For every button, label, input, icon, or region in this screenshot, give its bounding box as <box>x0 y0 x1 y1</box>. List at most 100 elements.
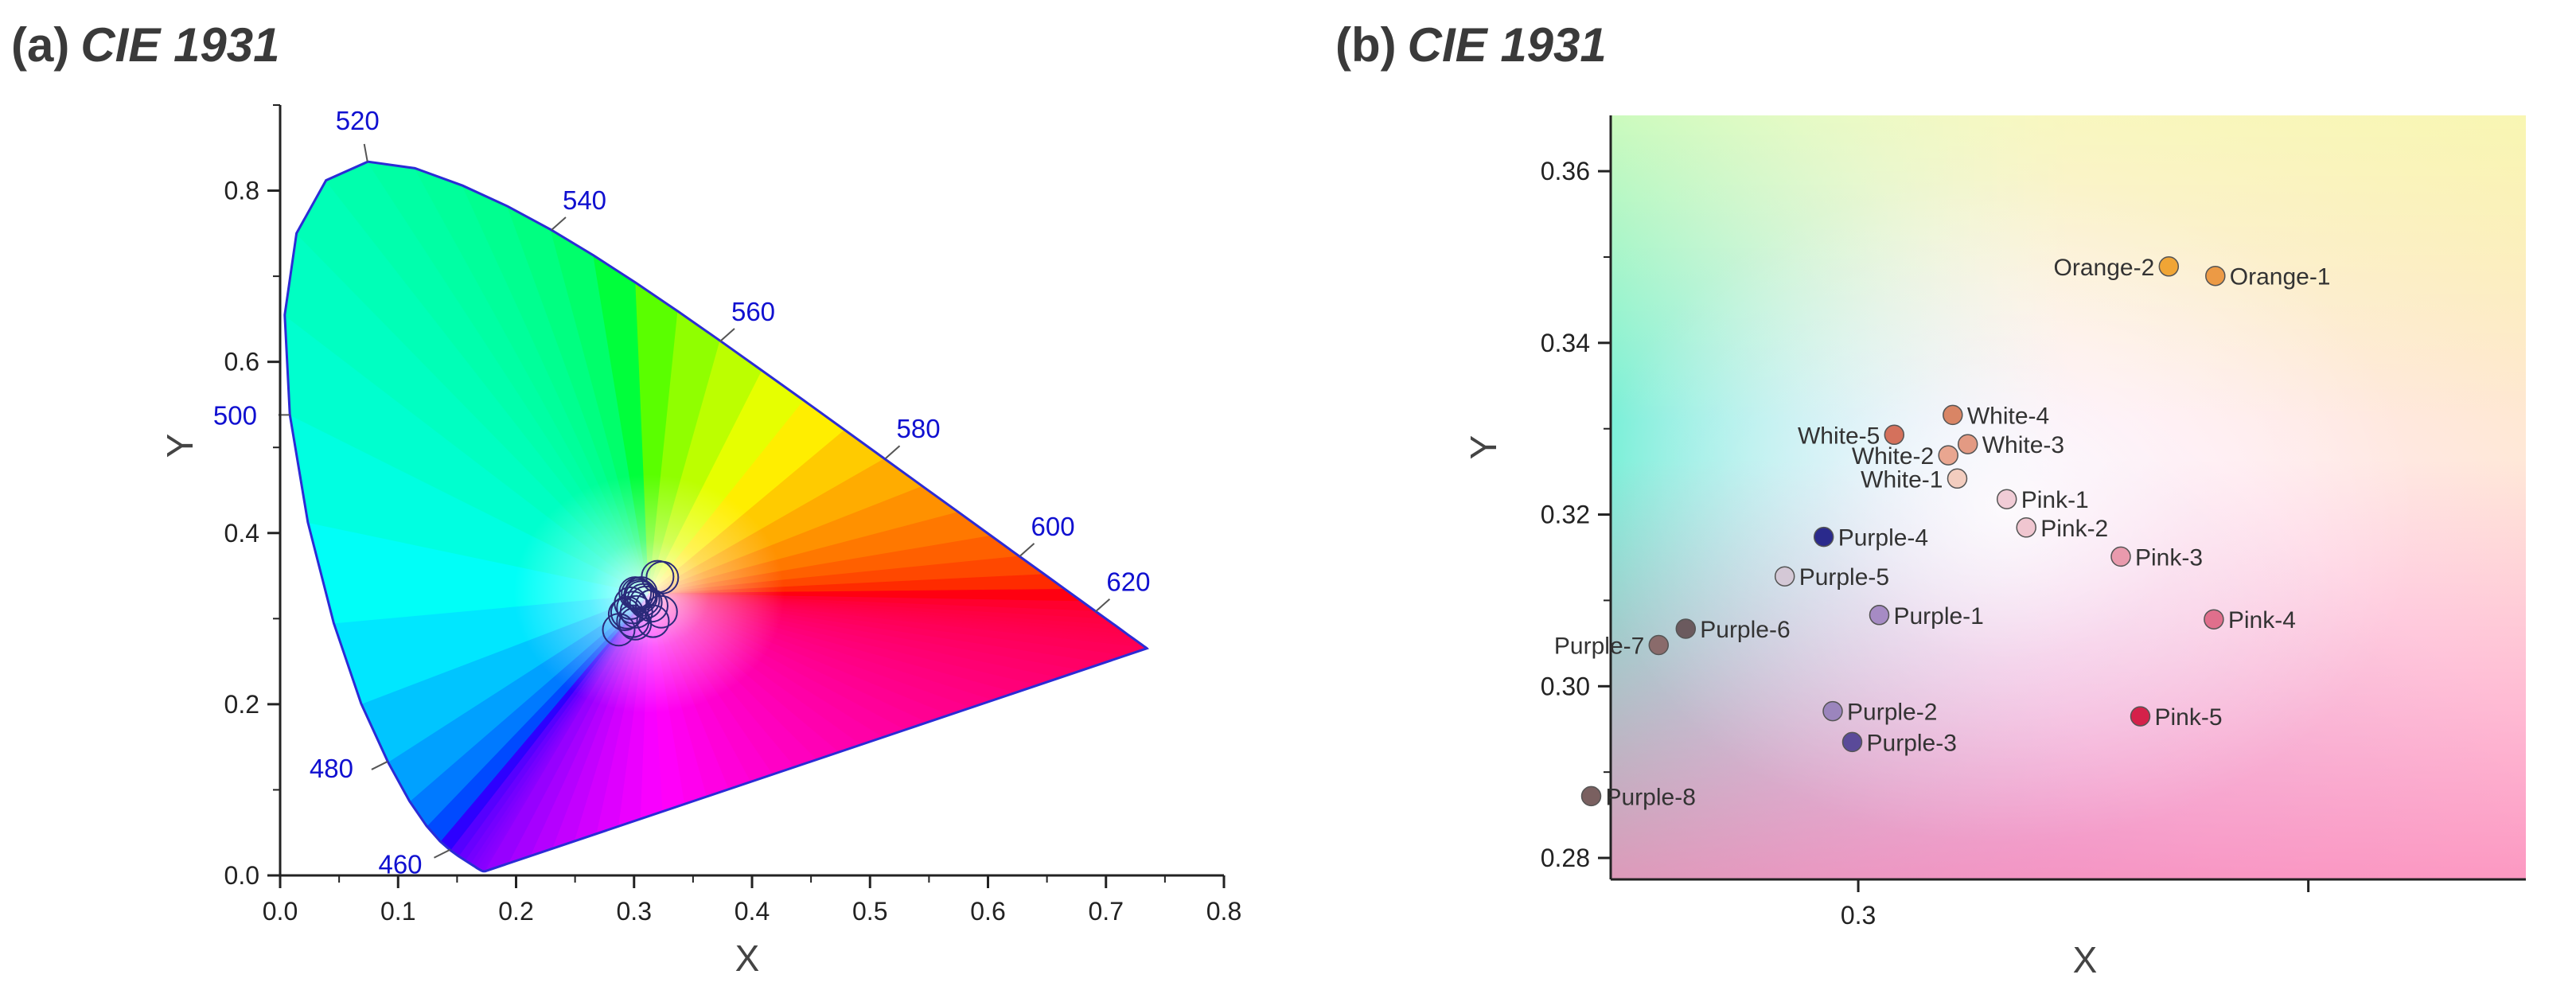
wavelength-leader-line <box>884 445 901 459</box>
y-tick-label: 0.2 <box>224 690 259 719</box>
data-point <box>1675 618 1697 639</box>
x-tick-label: 0.4 <box>735 897 770 926</box>
panel-b-title: (b) CIE 1931 <box>1335 18 1607 72</box>
wavelength-label: 620 <box>1106 567 1150 597</box>
wavelength-label: 480 <box>310 754 353 783</box>
wavelength-label: 540 <box>563 185 606 215</box>
wavelength-label: 500 <box>213 400 257 430</box>
x-tick-label: 0.8 <box>1206 897 1241 926</box>
point-label: Purple-5 <box>1799 564 1889 591</box>
data-point <box>2130 706 2151 727</box>
point-label: Pink-3 <box>2135 544 2203 571</box>
data-point <box>1884 424 1905 446</box>
spectral-locus-outline <box>283 160 1149 873</box>
data-point-cluster <box>602 559 680 647</box>
point-label: Orange-2 <box>2054 255 2155 281</box>
wavelength-label: 600 <box>1031 512 1075 541</box>
point-label: White-2 <box>1852 443 1934 470</box>
cluster-point <box>618 606 653 641</box>
point-label: Purple-8 <box>1605 784 1695 810</box>
data-point <box>1822 700 1843 722</box>
data-point <box>1869 605 1890 626</box>
panel-b-chart: 0.3 0.28 0.30 0.32 0.34 0.36 X Y Orange-1 Orange… <box>1463 115 2526 980</box>
wavelength-label: 520 <box>336 106 380 135</box>
y-axis-label: Y <box>1463 435 1504 460</box>
panel-a-name: CIE 1931 <box>80 18 280 72</box>
point-label: White-3 <box>1982 432 2064 458</box>
data-point <box>2110 546 2131 567</box>
wavelength-label: 560 <box>731 297 775 326</box>
point-label: Orange-1 <box>2230 264 2331 290</box>
wavelength-leader-line <box>1094 598 1111 613</box>
data-point <box>1648 634 1670 656</box>
panel-b-axes: 0.3 0.28 0.30 0.32 0.34 0.36 X Y <box>1463 115 2526 980</box>
point-label: Purple-6 <box>1700 617 1790 643</box>
point-label: White-5 <box>1798 423 1880 449</box>
point-label: Purple-3 <box>1867 730 1957 756</box>
cluster-point <box>636 604 670 638</box>
point-label: Pink-4 <box>2228 607 2296 633</box>
chromaticity-fill <box>284 162 1148 871</box>
cluster-point <box>610 595 644 630</box>
data-point <box>2204 609 2224 630</box>
wavelength-label: 580 <box>897 414 941 443</box>
point-label: Pink-1 <box>2021 487 2089 513</box>
point-label: White-1 <box>1861 466 1943 493</box>
panel-b-background <box>1611 115 2526 879</box>
y-tick-label: 0.34 <box>1541 329 1590 357</box>
cluster-point <box>607 598 641 631</box>
panel-b-letter: (b) <box>1335 18 1397 72</box>
y-tick-label: 0.4 <box>224 519 259 548</box>
x-tick-label: 0.0 <box>263 897 298 926</box>
cluster-point <box>626 583 661 617</box>
y-tick-label: 0.36 <box>1541 157 1590 185</box>
data-point <box>2158 256 2180 277</box>
x-tick-label: 0.3 <box>1841 901 1876 930</box>
panel-a-title: (a) CIE 1931 <box>11 18 280 72</box>
y-axis-label: Y <box>159 434 201 458</box>
x-tick-label: 0.1 <box>380 897 415 926</box>
data-point <box>1938 445 1958 466</box>
white-point-glow <box>513 474 785 714</box>
wavelength-leader-line <box>719 328 735 342</box>
data-point <box>1996 489 2017 509</box>
point-label: Pink-2 <box>2040 516 2108 542</box>
panel-a-axes: 0.0 0.1 0.2 0.3 0.4 0.5 0.6 0.7 0.8 0.0 0.2 0.4 0.6 0… <box>159 104 1241 979</box>
x-tick-label: 0.3 <box>617 897 652 926</box>
x-tick-label: 0.7 <box>1089 897 1124 926</box>
point-label: White-4 <box>1967 403 2049 429</box>
point-label: Pink-5 <box>2154 704 2222 731</box>
x-axis-label: X <box>2073 939 2098 980</box>
y-tick-label: 0.0 <box>224 861 259 890</box>
point-label: Purple-7 <box>1554 633 1644 660</box>
point-label: Purple-1 <box>1893 603 1983 630</box>
data-point <box>1947 468 1968 489</box>
wavelength-leader-line <box>551 216 567 231</box>
y-tick-label: 0.6 <box>224 348 259 376</box>
data-point <box>1813 526 1834 548</box>
wavelength-leader-line <box>371 761 388 770</box>
data-point <box>1580 785 1602 807</box>
data-point <box>1943 404 1963 426</box>
y-tick-label: 0.32 <box>1541 501 1590 529</box>
x-tick-label: 0.6 <box>970 897 1005 926</box>
y-tick-label: 0.28 <box>1541 844 1590 872</box>
wavelength-leader-line <box>363 143 368 162</box>
x-tick-label: 0.2 <box>498 897 533 926</box>
wavelength-leader-line <box>434 848 450 859</box>
wavelength-leader-line <box>1019 543 1035 557</box>
data-point <box>1774 566 1795 587</box>
panel-a-letter: (a) <box>11 18 70 72</box>
x-axis-label: X <box>735 937 760 979</box>
panel-b-name: CIE 1931 <box>1407 18 1607 72</box>
data-point <box>1841 731 1863 753</box>
point-label: Purple-2 <box>1847 700 1937 726</box>
panel-b-points: Orange-1Orange-2White-4White-3White-5Whi… <box>1554 255 2331 811</box>
cluster-point <box>602 613 636 647</box>
data-point <box>2016 517 2036 538</box>
x-tick-label: 0.5 <box>852 897 887 926</box>
data-point <box>2205 265 2226 287</box>
